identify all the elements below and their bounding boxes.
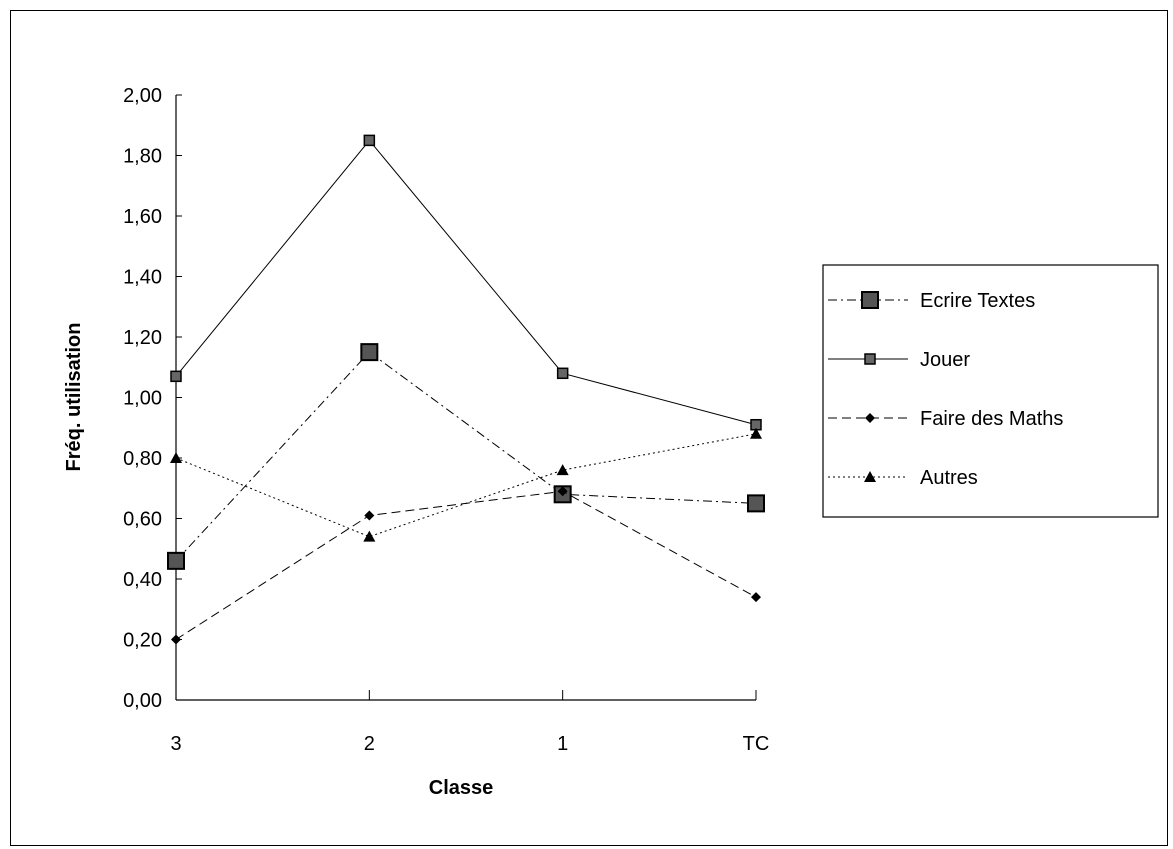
data-point (170, 370, 182, 383)
y-tick-label: 0,00 (123, 690, 162, 712)
y-tick-label: 1,60 (123, 206, 162, 228)
data-point (556, 367, 569, 380)
legend-item: Autres (828, 467, 978, 489)
data-point (171, 634, 181, 645)
y-tick-label: 1,00 (123, 388, 162, 410)
data-point (751, 592, 761, 603)
legend-marker (864, 353, 876, 365)
y-axis-title: Fréq. utilisation (63, 323, 85, 472)
data-point (363, 530, 376, 542)
data-point (360, 343, 379, 362)
x-axis-title: Classe (429, 777, 494, 799)
y-tick-label: 1,80 (123, 146, 162, 168)
series-autres (170, 427, 762, 542)
series-line (175, 351, 757, 562)
series-line (175, 490, 757, 640)
series-line (175, 139, 757, 426)
x-tick-label: TC (743, 733, 770, 755)
y-tick-label: 0,80 (123, 448, 162, 470)
y-tick-label: 0,40 (123, 569, 162, 591)
legend-label: Jouer (920, 349, 970, 371)
legend-item: Ecrire Textes (828, 290, 1035, 312)
data-point (363, 134, 376, 147)
data-point (747, 494, 765, 513)
data-point (557, 486, 568, 497)
data-point (167, 551, 185, 570)
data-point (750, 427, 762, 439)
y-tick-label: 2,00 (123, 85, 162, 107)
data-point (364, 510, 375, 521)
legend-label: Faire des Maths (920, 408, 1063, 430)
legend-item: Faire des Maths (828, 408, 1063, 430)
legend-label: Autres (920, 467, 978, 489)
legend-marker (861, 291, 879, 309)
legend-label: Ecrire Textes (920, 290, 1035, 312)
series-layer (167, 134, 765, 645)
series-jouer (170, 134, 762, 431)
legend: Ecrire Textes Jouer Faire des Maths Autres (822, 264, 1159, 518)
legend-marker (865, 413, 875, 423)
data-point (556, 464, 569, 476)
x-tick-label: 3 (170, 733, 181, 755)
y-tick-label: 0,60 (123, 509, 162, 531)
axes: 0,00 0,20 0,40 0,60 0,80 1,00 1,20 1,40 1,60 1,80… (123, 85, 769, 755)
y-tick-label: 1,20 (123, 327, 162, 349)
series-line (175, 433, 757, 538)
data-point (170, 452, 182, 463)
y-tick-label: 0,20 (123, 630, 162, 652)
x-tick-label: 2 (364, 733, 375, 755)
series-ecrire-textes (167, 343, 765, 570)
x-tick-label: 1 (557, 733, 568, 755)
legend-marker (864, 471, 876, 482)
y-tick-label: 1,40 (123, 267, 162, 289)
series-faire-des-maths (171, 486, 761, 645)
legend-item: Jouer (828, 349, 970, 371)
